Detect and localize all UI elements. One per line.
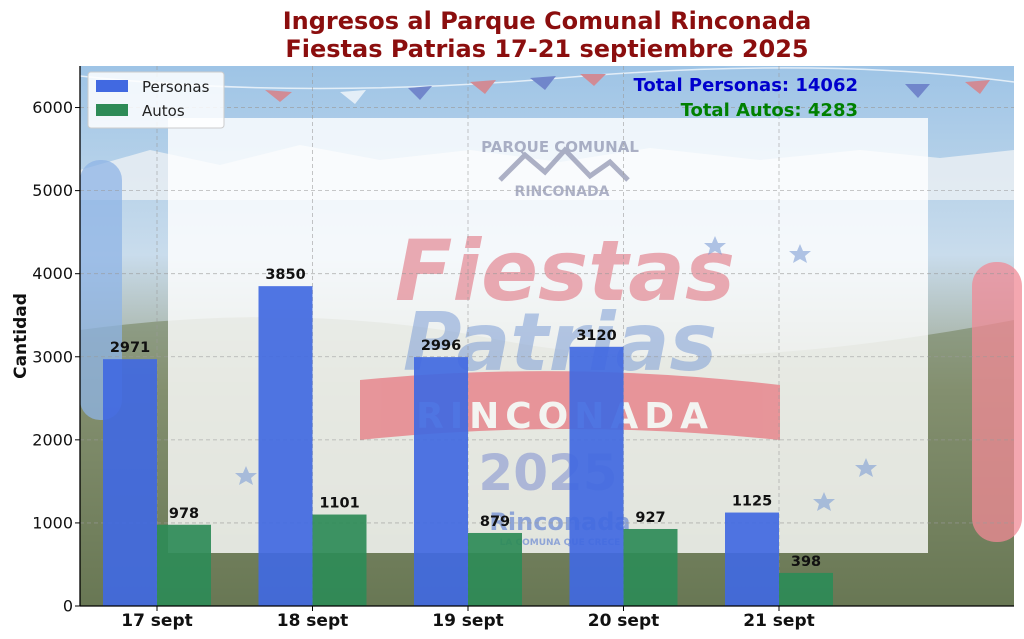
value-label-personas-5: 1125	[732, 494, 772, 510]
legend: Personas Autos	[87, 71, 225, 129]
logo-arc-bottom: RINCONADA	[515, 184, 610, 200]
value-label-autos-4: 927	[635, 510, 665, 526]
bars	[103, 286, 833, 606]
y-tick-label: 2000	[32, 430, 73, 449]
x-ticks: 17 sept 18 sept 19 sept 20 sept 21 sept	[121, 606, 815, 631]
value-label-autos-3: 879	[480, 514, 510, 530]
logo-arc-top: PARQUE COMUNAL	[481, 138, 639, 156]
chart-title-line-2: Fiestas Patrias 17-21 septiembre 2025	[285, 35, 808, 63]
x-tick-label: 19 sept	[432, 611, 504, 631]
total-autos-annotation: Total Autos: 4283	[681, 100, 858, 121]
total-personas-annotation: Total Personas: 14062	[633, 75, 858, 96]
legend-swatch-autos	[96, 104, 128, 116]
y-tick-label: 0	[63, 597, 73, 616]
y-tick-label: 6000	[32, 98, 73, 117]
bar-autos-3	[468, 532, 522, 606]
bar-autos-5	[779, 572, 833, 606]
bar-autos-1	[157, 524, 211, 606]
value-labels: 2971 978 3850 1101 2996 879 3120 927 1125 398	[110, 267, 821, 570]
value-label-personas-3: 2996	[421, 338, 461, 354]
chart-title-line-1: Ingresos al Parque Comunal Rinconada	[283, 7, 812, 35]
background-image: PARQUE COMUNAL RINCONADA Fiestas Patrias…	[79, 66, 1022, 606]
x-tick-label: 18 sept	[277, 611, 349, 631]
value-label-autos-5: 398	[791, 554, 821, 570]
legend-label-personas: Personas	[142, 78, 210, 96]
bar-personas-2	[258, 286, 313, 606]
artwork-footer-subtext: LA COMUNA QUE CRECE	[500, 538, 621, 548]
value-label-personas-1: 2971	[110, 340, 150, 356]
y-tick-label: 3000	[32, 347, 73, 366]
y-ticks: 0 1000 2000 3000 4000 5000 6000	[32, 98, 80, 616]
x-tick-label: 17 sept	[121, 611, 193, 631]
y-tick-label: 5000	[32, 181, 73, 200]
y-tick-label: 4000	[32, 264, 73, 283]
bar-personas-5	[725, 512, 779, 606]
x-tick-label: 21 sept	[743, 611, 815, 631]
x-tick-label: 20 sept	[588, 611, 660, 631]
legend-label-autos: Autos	[142, 102, 185, 120]
balloon-left	[80, 160, 122, 420]
bar-personas-3	[414, 357, 468, 606]
axes-frame	[79, 66, 1014, 607]
balloon-right	[972, 262, 1022, 542]
bar-personas-1	[103, 359, 157, 606]
value-label-autos-1: 978	[169, 506, 199, 522]
star-decorations	[235, 236, 877, 511]
artwork-word-fiestas: Fiestas	[395, 222, 735, 320]
value-label-personas-2: 3850	[265, 267, 305, 283]
value-label-personas-4: 3120	[576, 328, 616, 344]
y-tick-label: 1000	[32, 513, 73, 532]
bar-autos-2	[312, 514, 367, 606]
park-logo: PARQUE COMUNAL RINCONADA	[481, 138, 639, 200]
bar-autos-4	[623, 528, 678, 606]
value-label-autos-2: 1101	[319, 496, 359, 512]
y-axis-label: Cantidad	[11, 293, 31, 379]
legend-swatch-personas	[96, 80, 128, 92]
bar-personas-4	[569, 346, 624, 606]
